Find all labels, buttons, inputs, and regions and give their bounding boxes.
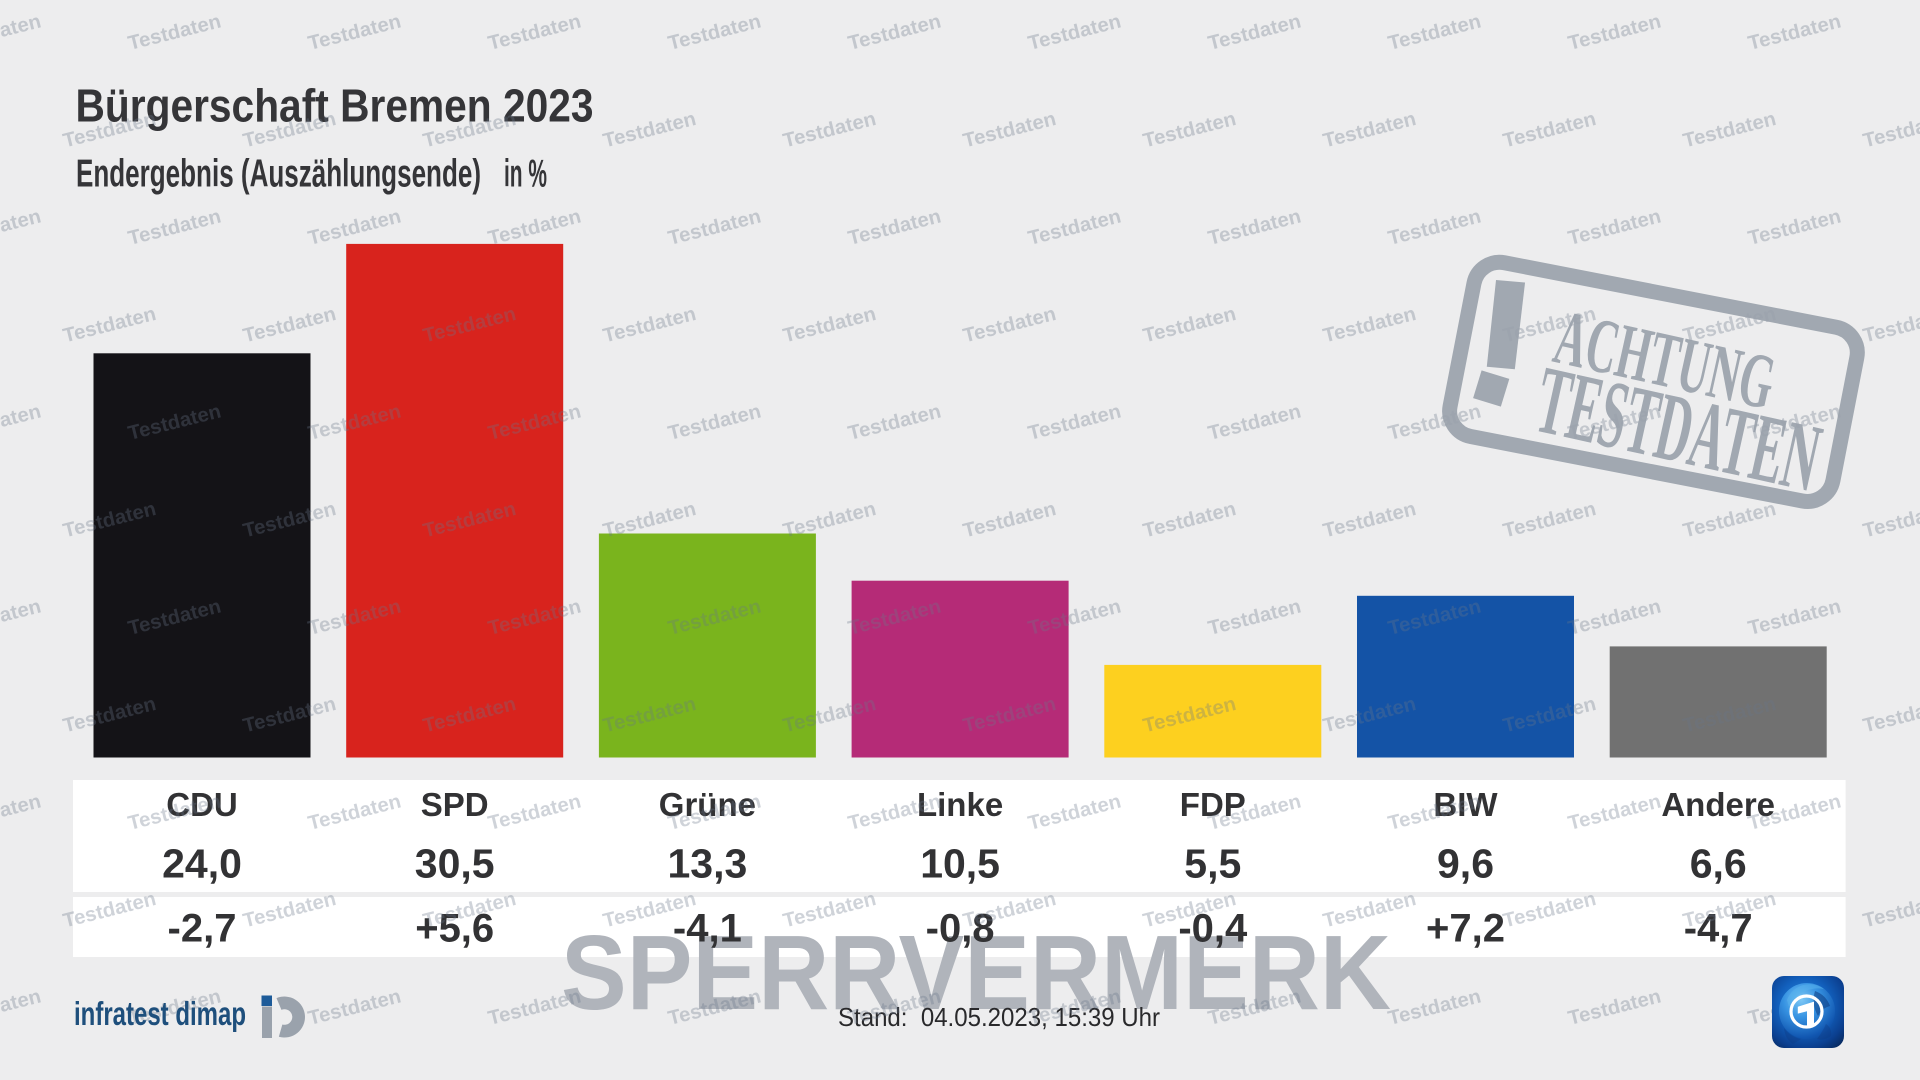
svg-text:-4,1: -4,1 bbox=[673, 907, 742, 951]
svg-text:-2,7: -2,7 bbox=[168, 907, 237, 951]
svg-text:-0,4: -0,4 bbox=[1178, 907, 1248, 951]
svg-text:CDU: CDU bbox=[166, 786, 238, 823]
svg-text:Endergebnis (Auszählungsende): Endergebnis (Auszählungsende) bbox=[76, 153, 481, 196]
svg-text:24,0: 24,0 bbox=[162, 840, 242, 886]
svg-text:-4,7: -4,7 bbox=[1684, 907, 1753, 951]
svg-text:Grüne: Grüne bbox=[659, 786, 756, 823]
svg-text:BIW: BIW bbox=[1433, 786, 1498, 823]
svg-text:5,5: 5,5 bbox=[1184, 840, 1241, 886]
svg-text:infratest dimap: infratest dimap bbox=[74, 996, 246, 1033]
svg-text:Andere: Andere bbox=[1661, 786, 1775, 823]
svg-text:30,5: 30,5 bbox=[415, 840, 495, 886]
svg-text:+5,6: +5,6 bbox=[415, 907, 494, 951]
svg-text:+7,2: +7,2 bbox=[1426, 907, 1505, 951]
svg-text:13,3: 13,3 bbox=[667, 840, 747, 886]
svg-text:Linke: Linke bbox=[917, 786, 1003, 823]
svg-text:Stand: 04.05.2023, 15:39 Uhr: Stand: 04.05.2023, 15:39 Uhr bbox=[838, 1002, 1160, 1032]
svg-text:10,5: 10,5 bbox=[920, 840, 1000, 886]
svg-text:SPD: SPD bbox=[421, 786, 489, 823]
svg-text:-0,8: -0,8 bbox=[926, 907, 995, 951]
svg-text:in %: in % bbox=[504, 153, 547, 196]
svg-text:6,6: 6,6 bbox=[1690, 840, 1747, 886]
svg-text:FDP: FDP bbox=[1180, 786, 1246, 823]
svg-text:SPERRVERMERK: SPERRVERMERK bbox=[561, 914, 1391, 1032]
svg-text:Bürgerschaft Bremen 2023: Bürgerschaft Bremen 2023 bbox=[76, 80, 594, 132]
svg-text:9,6: 9,6 bbox=[1437, 840, 1494, 886]
